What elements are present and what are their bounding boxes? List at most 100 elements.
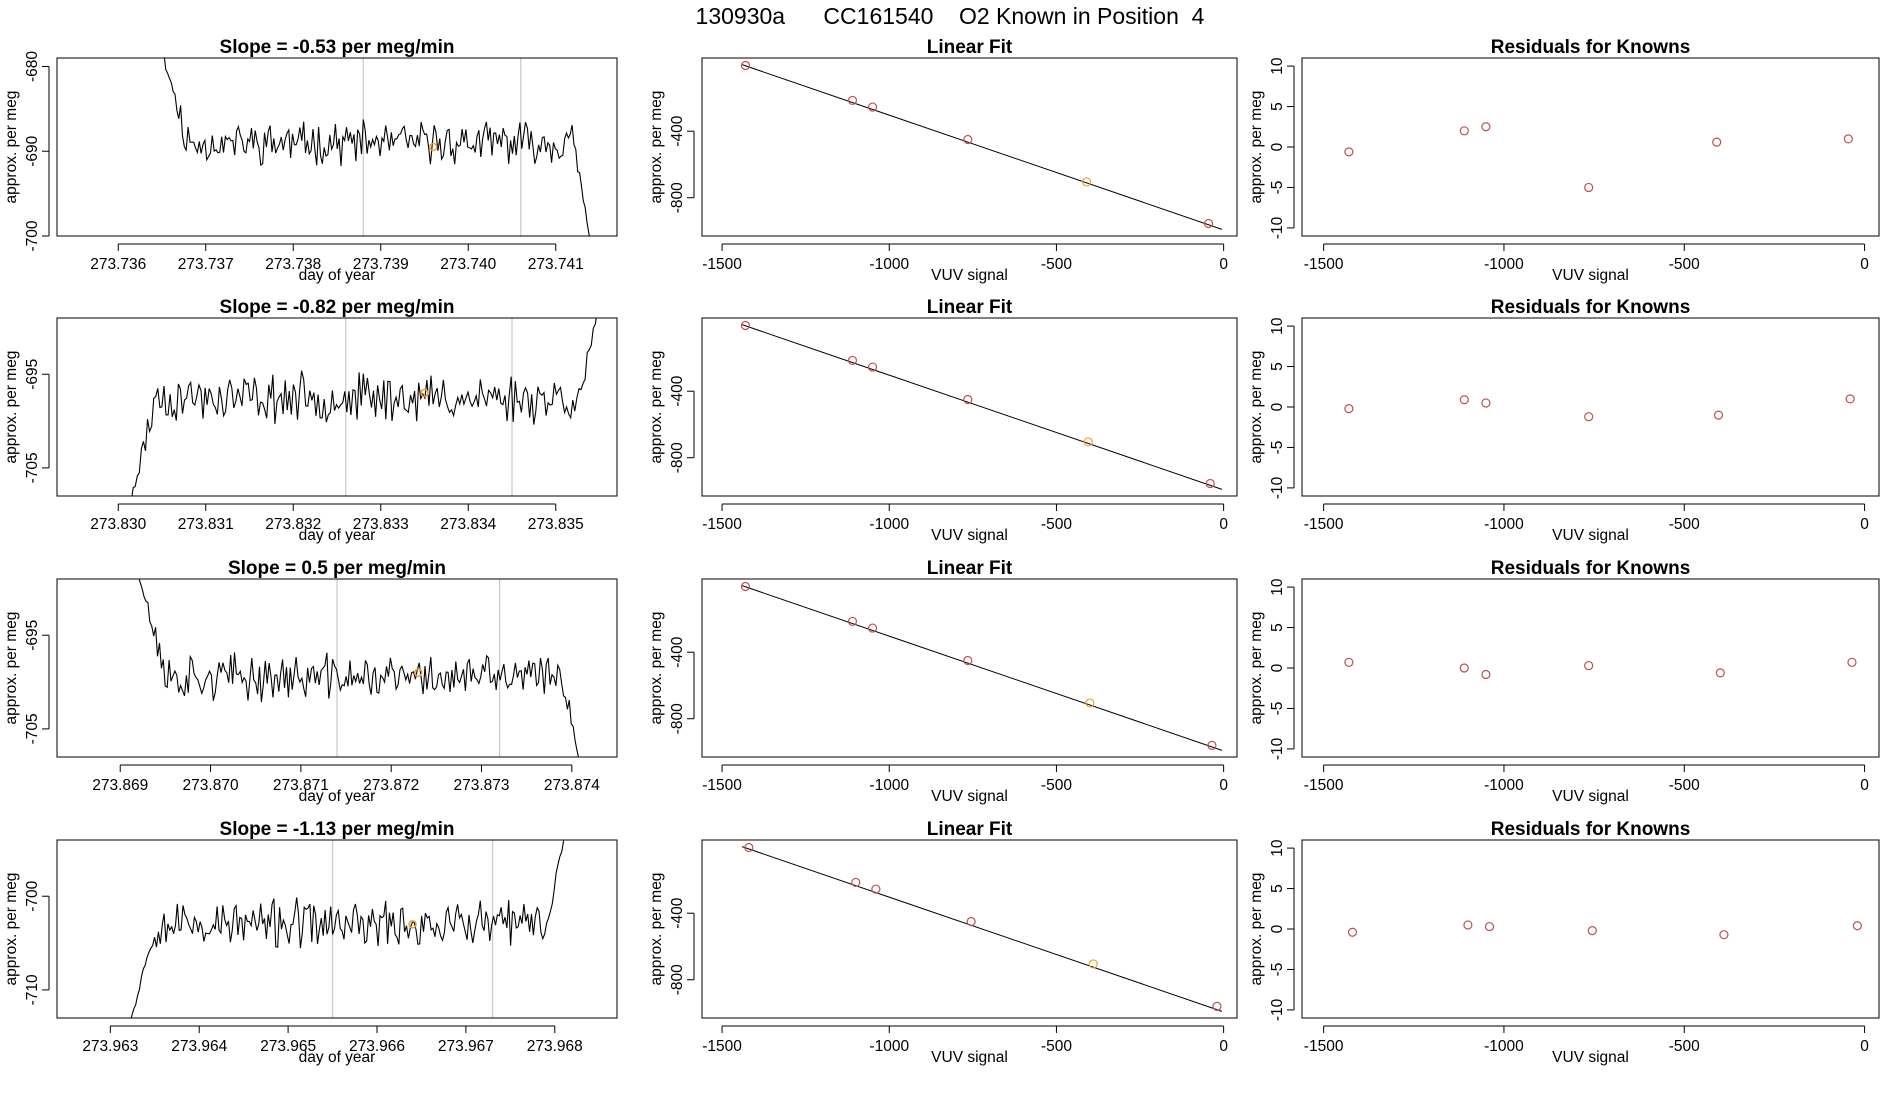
panel-grid: Slope = -0.53 per meg/min 273.736 273.737 2… — [3, 37, 1880, 1066]
chart-1-x-axis-label: day of year — [299, 267, 376, 284]
chart-6-x-axis-label: VUV signal — [1552, 527, 1629, 544]
chart-3-y-tick-label--5: -5 — [1269, 181, 1286, 195]
chart-10-trace-line — [130, 840, 565, 1018]
chart-12-title: Residuals for Knowns — [1491, 819, 1691, 840]
chart-4-x-tick-label-273-832: 273.832 — [265, 516, 321, 533]
chart-11-y-axis-label: approx. per meg — [648, 873, 665, 986]
chart-11-point-2 — [851, 877, 861, 888]
chart-3-x-tick-label--1000: -1000 — [1484, 256, 1524, 273]
chart-10-x-tick-label-273-965: 273.965 — [260, 1038, 316, 1055]
chart-2-y-axis-label: approx. per meg — [648, 91, 665, 204]
chart-12-panel: Residuals for Knowns -1500 -1000 -500 0 VUV s… — [1248, 819, 1880, 1066]
chart-7-x-tick-label-273-871: 273.871 — [273, 777, 329, 794]
chart-5-point-6 — [1205, 478, 1215, 489]
chart-3-y-tick-label--10: -10 — [1269, 216, 1286, 239]
chart-3-x-tick-label-0: 0 — [1860, 256, 1869, 273]
chart-9-point-4 — [1584, 660, 1594, 671]
chart-6-y-tick-label-5: 5 — [1269, 362, 1286, 371]
chart-6-x-tick-label--1500: -1500 — [1304, 516, 1344, 533]
chart-3-x-axis-label: VUV signal — [1552, 267, 1629, 284]
chart-4-x-tick-label-273-831: 273.831 — [178, 516, 234, 533]
chart-9-panel: Residuals for Knowns -1500 -1000 -500 0 VUV s… — [1248, 558, 1880, 805]
chart-8-title: Linear Fit — [927, 558, 1013, 579]
chart-7-x-tick-label-273-87: 273.870 — [183, 777, 239, 794]
chart-6-y-tick-label-0: 0 — [1269, 402, 1286, 411]
chart-12-point-4 — [1587, 926, 1597, 936]
chart-3-x-tick-label--1500: -1500 — [1304, 256, 1344, 273]
chart-12-y-tick-label-5: 5 — [1269, 884, 1286, 893]
chart-1-y-tick-label--690: -690 — [24, 135, 41, 166]
chart-5-point-2 — [847, 355, 858, 366]
chart-7-plot-frame — [56, 578, 618, 758]
chart-12-plot-frame — [1301, 839, 1880, 1019]
chart-7-x-axis-label: day of year — [299, 788, 376, 805]
chart-6-panel: Residuals for Knowns -1500 -1000 -500 0 VUV s… — [1248, 297, 1880, 544]
chart-4-x-tick-label-273-83: 273.830 — [90, 516, 146, 533]
chart-11-sample-point-5 — [1088, 959, 1098, 969]
chart-4-trace-line — [131, 318, 597, 496]
chart-5-y-axis-label: approx. per meg — [648, 351, 665, 464]
chart-6-y-axis-label: approx. per meg — [1248, 351, 1265, 464]
chart-5-title: Linear Fit — [927, 297, 1013, 318]
chart-7-x-tick-label-273-869: 273.869 — [92, 777, 148, 794]
chart-10-sample-marker — [408, 920, 417, 929]
chart-10-x-tick-label-273-963: 273.963 — [82, 1038, 138, 1055]
chart-4-sample-marker — [420, 388, 429, 398]
chart-4-title: Slope = -0.82 per meg/min — [220, 297, 455, 318]
chart-2-x-tick-label--500: -500 — [1041, 256, 1072, 273]
chart-11-x-tick-label--1000: -1000 — [869, 1038, 909, 1055]
chart-2-point-2 — [847, 95, 858, 106]
chart-6-x-tick-label-0: 0 — [1860, 516, 1869, 533]
chart-11-title: Linear Fit — [927, 819, 1013, 840]
chart-11-plot-frame — [701, 839, 1238, 1019]
chart-8-x-tick-label--1000: -1000 — [869, 777, 909, 794]
chart-5-panel: Linear Fit -1500 -1000 -500 0 VUV signal -800 -… — [648, 297, 1238, 544]
chart-8-point-4 — [963, 655, 973, 666]
chart-3-y-axis-label: approx. per meg — [1248, 91, 1265, 204]
chart-3-y-tick-label-0: 0 — [1269, 142, 1286, 151]
chart-8-y-axis-label: approx. per meg — [648, 612, 665, 725]
chart-8-x-axis-label: VUV signal — [931, 788, 1008, 805]
chart-11-x-tick-label--1500: -1500 — [702, 1038, 742, 1055]
chart-1-panel: Slope = -0.53 per meg/min 273.736 273.737 2… — [3, 37, 618, 284]
chart-9-title: Residuals for Knowns — [1491, 558, 1691, 579]
chart-4-x-axis-label: day of year — [299, 527, 376, 544]
chart-5-y-tick-label--400: -400 — [669, 375, 686, 406]
chart-9-y-tick-label--5: -5 — [1269, 702, 1286, 716]
chart-1-x-tick-label-273-74: 273.740 — [440, 256, 496, 273]
chart-3-point-4 — [1584, 182, 1594, 193]
chart-2-plot-frame — [701, 57, 1238, 237]
chart-9-x-tick-label-0: 0 — [1860, 777, 1869, 794]
chart-5-x-axis-label: VUV signal — [931, 527, 1008, 544]
chart-6-title: Residuals for Knowns — [1491, 297, 1691, 318]
chart-5-x-tick-label--1500: -1500 — [702, 516, 742, 533]
chart-11-fit-line — [741, 846, 1223, 1012]
chart-9-point-1 — [1344, 657, 1354, 667]
chart-4-y-axis-label: approx. per meg — [3, 351, 20, 464]
chart-4-y-tick-label--705: -705 — [24, 452, 41, 483]
chart-4-plot-frame — [56, 317, 618, 497]
chart-1-x-tick-label-273-737: 273.737 — [178, 256, 234, 273]
chart-6-x-tick-label--500: -500 — [1669, 516, 1700, 533]
chart-10-y-tick-label--700: -700 — [24, 880, 41, 911]
chart-9-plot-frame — [1301, 578, 1880, 758]
chart-11-point-4 — [966, 916, 976, 927]
chart-7-x-tick-label-273-872: 273.872 — [363, 777, 419, 794]
chart-5-y-tick-label--800: -800 — [669, 442, 686, 473]
chart-1-y-tick-label--700: -700 — [24, 220, 41, 251]
chart-11-y-tick-label--800: -800 — [669, 964, 686, 995]
chart-7-y-tick-label--705: -705 — [24, 713, 41, 744]
chart-7-x-tick-label-273-874: 273.874 — [544, 777, 600, 794]
chart-12-x-tick-label--1000: -1000 — [1484, 1038, 1524, 1055]
chart-3-point-1 — [1344, 147, 1354, 157]
chart-7-trace-line — [138, 579, 579, 757]
chart-1-trace-line — [163, 58, 590, 236]
chart-2-sample-point-5 — [1081, 177, 1092, 187]
chart-3-point-5 — [1712, 137, 1722, 147]
chart-11-x-tick-label-0: 0 — [1219, 1038, 1228, 1055]
chart-8-sample-point-5 — [1085, 698, 1095, 708]
chart-12-point-6 — [1852, 921, 1862, 931]
chart-8-x-tick-label--500: -500 — [1041, 777, 1072, 794]
chart-5-plot-frame — [701, 317, 1238, 497]
chart-8-x-tick-label-0: 0 — [1219, 777, 1228, 794]
